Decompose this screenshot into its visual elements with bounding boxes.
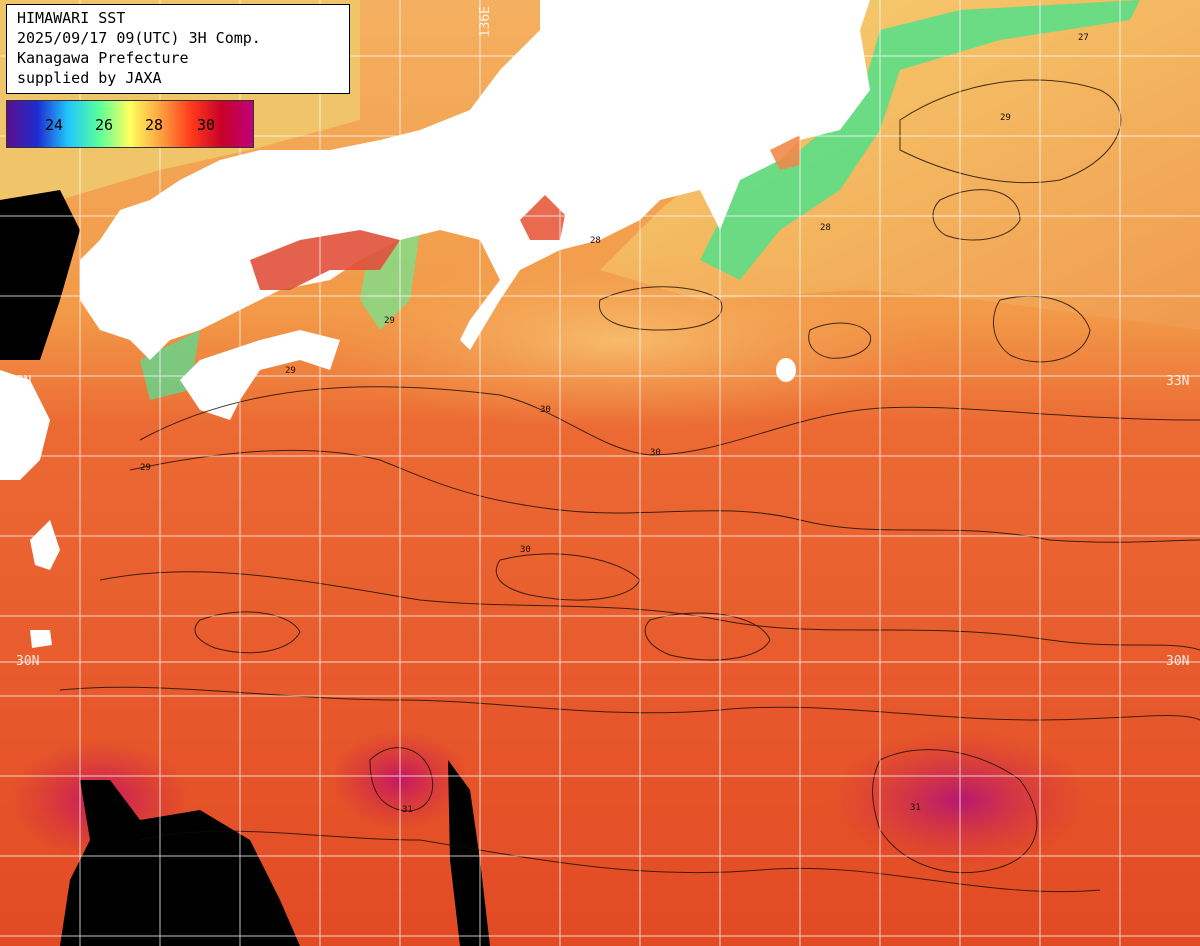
land-kii xyxy=(180,330,340,420)
legend-tick-30: 30 xyxy=(197,116,216,134)
map-datetime: 2025/09/17 09(UTC) 3H Comp. xyxy=(17,29,261,47)
lat-label-33n: 33N xyxy=(1166,374,1190,389)
coastal-green-east xyxy=(700,0,1140,280)
warm-inlet-2 xyxy=(770,135,800,170)
lat-label-30n-west: 30N xyxy=(16,654,40,669)
warm-bay xyxy=(250,230,400,290)
land-island-3 xyxy=(776,358,796,382)
contour-label: 28 xyxy=(820,223,831,233)
contour-label: 28 xyxy=(590,236,601,246)
temperature-legend: 24 26 28 30 xyxy=(6,100,254,148)
land-island-1 xyxy=(30,520,60,570)
cool-tongue xyxy=(300,250,940,430)
map-region: Kanagawa Prefecture xyxy=(17,49,189,67)
map-credit: supplied by JAXA xyxy=(17,69,162,87)
land-kyushu xyxy=(0,370,50,480)
warm-inlet xyxy=(520,195,565,240)
contour-label: 29 xyxy=(1000,113,1011,123)
legend-color-bar xyxy=(7,101,253,147)
contour-label: 29 xyxy=(140,463,151,473)
contour-label: 27 xyxy=(1078,33,1089,43)
contour-label-group: 27 28 29 30 31 29 30 29 30 31 28 29 xyxy=(140,33,1089,815)
legend-tick-26: 26 xyxy=(95,116,114,134)
contour-label: 30 xyxy=(520,545,531,555)
contour-label: 30 xyxy=(650,448,661,458)
title-box: HIMAWARI SST 2025/09/17 09(UTC) 3H Comp.… xyxy=(6,4,350,94)
contour-label: 29 xyxy=(384,316,395,326)
lat-label-30n: 30N xyxy=(1166,654,1190,669)
no-data-west xyxy=(0,190,80,360)
land-island-2 xyxy=(30,630,52,648)
contour-label: 29 xyxy=(285,366,296,376)
contour-label: 30 xyxy=(540,405,551,415)
contour-label: 31 xyxy=(910,803,921,813)
lat-label-33n-west: 33N xyxy=(8,374,32,389)
contour-label: 31 xyxy=(402,805,413,815)
legend-tick-24: 24 xyxy=(45,116,64,134)
legend-tick-28: 28 xyxy=(145,116,164,134)
lon-label-136e: 136E xyxy=(478,6,493,38)
map-title: HIMAWARI SST xyxy=(17,9,126,27)
